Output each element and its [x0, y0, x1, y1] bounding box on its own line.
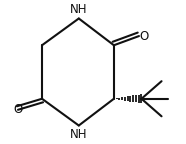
Text: O: O	[14, 103, 23, 116]
Text: NH: NH	[70, 3, 88, 16]
Text: NH: NH	[70, 128, 88, 141]
Text: O: O	[139, 30, 149, 43]
